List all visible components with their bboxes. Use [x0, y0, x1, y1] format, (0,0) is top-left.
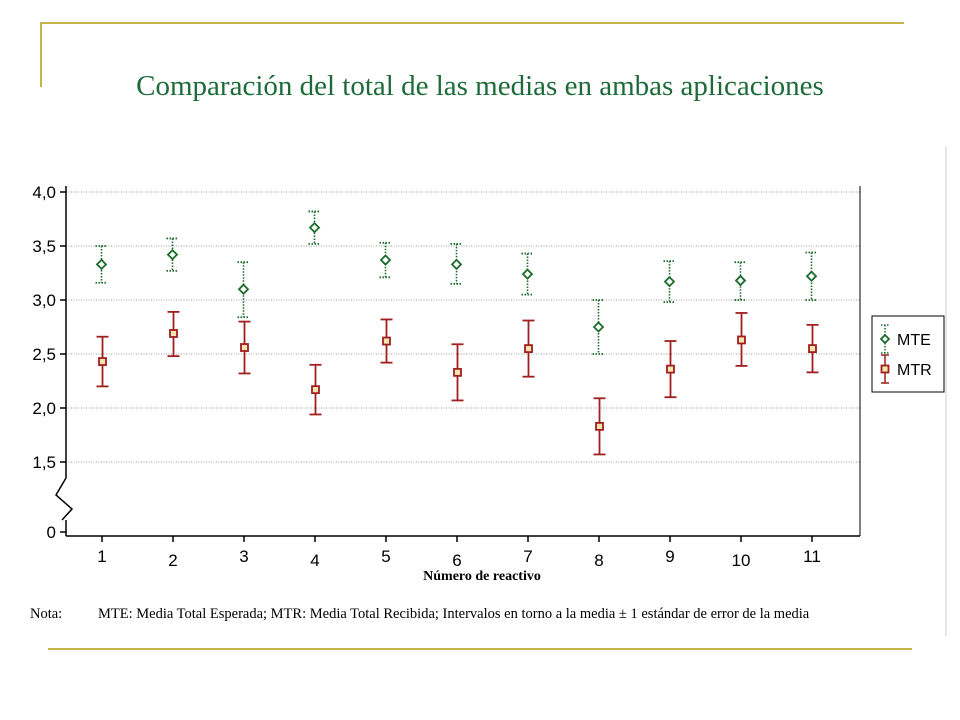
mtr-point	[666, 364, 675, 374]
y-axis-break	[55, 477, 74, 521]
x-tick-label: 10	[732, 551, 751, 570]
mtr-point	[808, 344, 817, 354]
mte-point	[379, 254, 392, 266]
x-tick-label: 3	[239, 547, 248, 566]
legend-box	[871, 315, 945, 393]
deco-line-bottom	[48, 648, 912, 650]
slide-title: Comparación del total de las medias en a…	[136, 70, 824, 102]
y-tick-label: 2,5	[32, 345, 56, 364]
mte-point	[592, 321, 605, 333]
mte-point	[805, 270, 818, 283]
mte-point	[521, 268, 534, 280]
deco-line-top	[40, 22, 904, 24]
legend-label-mtr: MTR	[897, 362, 932, 379]
y-tick-label: 4,0	[32, 183, 56, 202]
y-tick-label: 2,0	[32, 399, 56, 418]
y-tick-label: 3,0	[32, 291, 56, 310]
x-tick-label: 4	[310, 551, 319, 570]
mtr-point	[595, 421, 604, 431]
note-text: MTE: Media Total Esperada; MTR: Media To…	[98, 606, 810, 622]
x-axis-title: Número de reactivo	[423, 569, 541, 584]
mte-point	[734, 274, 747, 287]
x-tick-label: 2	[168, 551, 177, 570]
mtr-point	[453, 367, 462, 377]
mtr-point	[382, 336, 391, 346]
mtr-point	[98, 357, 107, 366]
series-layer	[95, 210, 819, 456]
mtr-point	[311, 385, 320, 395]
x-tick-label: 9	[665, 547, 674, 566]
mte-point	[237, 283, 250, 295]
y-tick-label: 3,5	[32, 237, 56, 256]
mte-point	[166, 248, 179, 261]
legend: MTE MTR	[871, 315, 945, 393]
y-tick-label: 0	[47, 523, 56, 542]
mte-point	[663, 275, 676, 288]
x-tick-label: 1	[97, 547, 106, 566]
chart-note: Nota: MTE: Media Total Esperada; MTR: Med…	[30, 606, 950, 623]
y-tick-label: 1,5	[32, 453, 56, 472]
mtr-point	[737, 335, 746, 345]
mtr-point	[524, 344, 533, 354]
mtr-point	[169, 329, 178, 338]
mte-point	[308, 221, 321, 234]
x-tick-label: 11	[803, 547, 821, 566]
legend-square-marker	[880, 364, 890, 374]
mte-point	[95, 258, 108, 271]
x-tick-label: 5	[381, 547, 390, 566]
x-tick-label: 7	[523, 547, 532, 566]
note-label: Nota:	[30, 606, 63, 622]
x-tick-label: 8	[594, 551, 603, 570]
legend-diamond-marker	[879, 333, 891, 345]
x-tick-label: 6	[452, 551, 461, 570]
legend-label-mte: MTE	[897, 332, 931, 349]
axis-layer: 0 1,5 2,0 2,5 3,0 3,5 4,0 1 2 3 4 5 6 7 8 9 10 11	[32, 183, 861, 570]
mte-point	[450, 258, 463, 271]
deco-line-left	[40, 22, 42, 87]
mtr-point	[240, 343, 249, 352]
